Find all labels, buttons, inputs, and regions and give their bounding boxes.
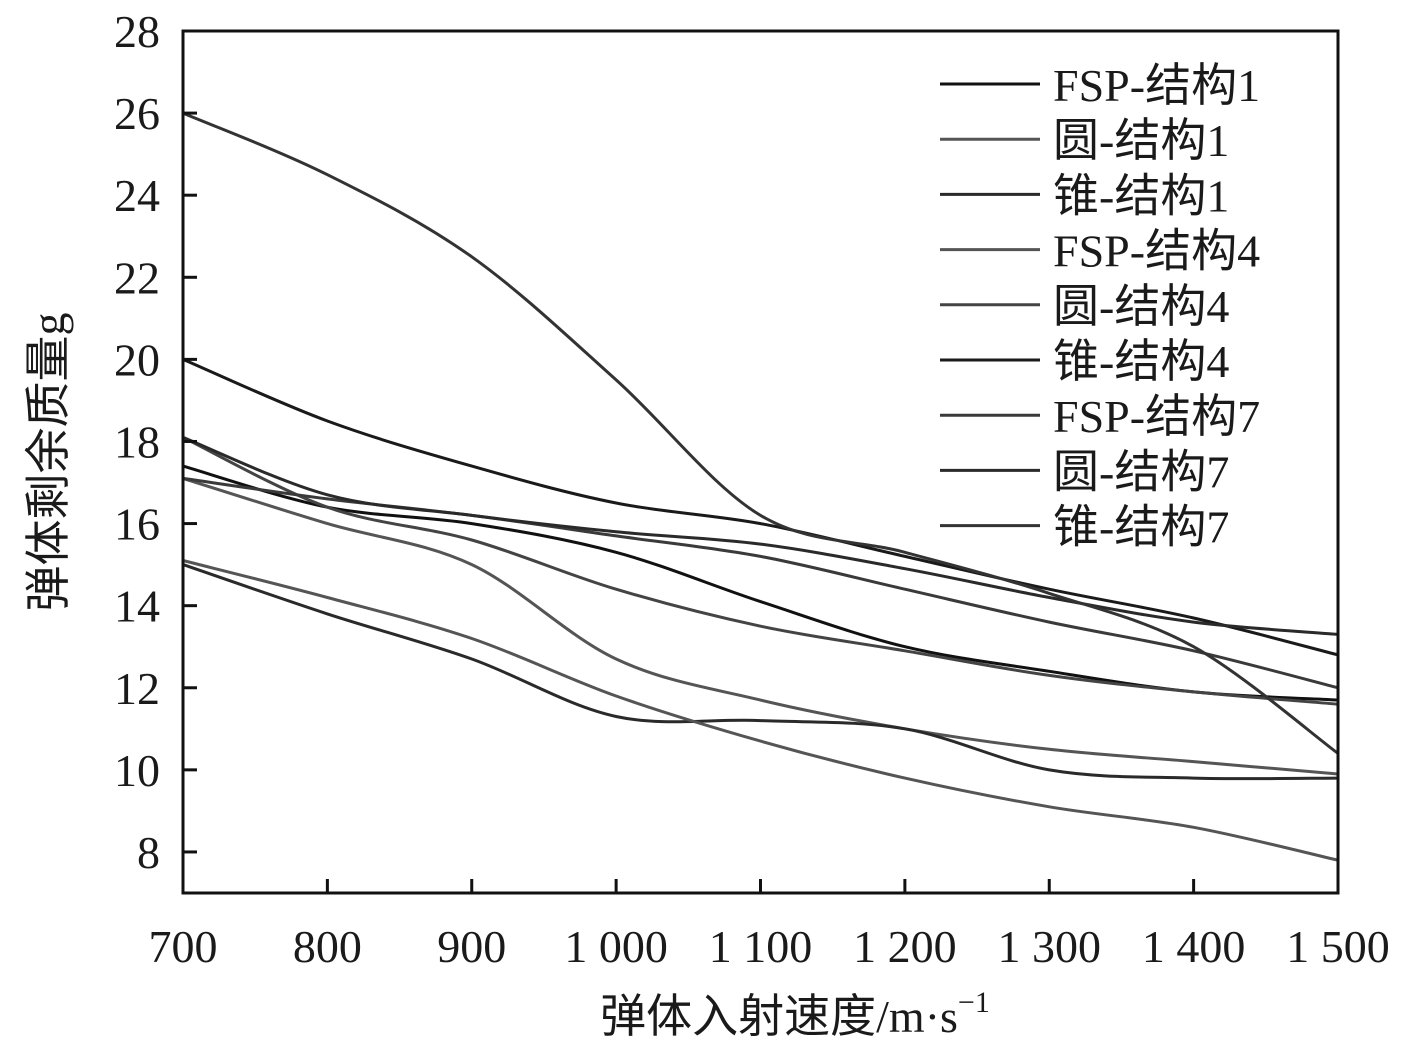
x-tick-label: 1 300 xyxy=(998,921,1102,972)
y-tick-label: 26 xyxy=(114,88,160,139)
y-tick-label: 22 xyxy=(114,252,160,303)
y-tick-label: 16 xyxy=(114,499,160,550)
legend-label: FSP-结构1 xyxy=(1053,60,1260,111)
x-axis-title: 弹体入射速度/m·s−1 xyxy=(600,986,990,1042)
legend-label: 圆-结构1 xyxy=(1053,115,1229,166)
x-tick-label: 800 xyxy=(293,921,362,972)
series-layer xyxy=(182,111,1339,862)
y-tick-label: 18 xyxy=(114,416,160,467)
x-tick-label: 1 400 xyxy=(1142,921,1246,972)
legend-label: 圆-结构7 xyxy=(1053,446,1229,497)
y-tick-label: 8 xyxy=(137,827,160,878)
series-line-9 xyxy=(182,111,1339,755)
series-line-5 xyxy=(182,436,1339,706)
series-line-4 xyxy=(182,559,1339,862)
y-tick-label: 10 xyxy=(114,745,160,796)
x-axis-title-text: 弹体入射速度/m·s xyxy=(600,991,958,1042)
series-line-3 xyxy=(182,563,1339,781)
legend-label: 锥-结构4 xyxy=(1053,336,1229,387)
series-line-2 xyxy=(182,476,1339,776)
x-tick-label: 1 100 xyxy=(709,921,813,972)
x-tick-label: 1 200 xyxy=(853,921,957,972)
x-tick-label: 1 000 xyxy=(564,921,668,972)
legend-label: 锥-结构7 xyxy=(1053,502,1229,553)
ticks-layer: 700 800 900 1 000 1 100 1 200 1 300 1 400 1 500 8… xyxy=(114,6,1390,972)
y-tick-label: 12 xyxy=(114,663,160,714)
x-axis-title-superscript: −1 xyxy=(958,986,990,1019)
legend-label: FSP-结构7 xyxy=(1053,391,1260,442)
legend-label: FSP-结构4 xyxy=(1053,226,1260,277)
legend: FSP-结构1圆-结构1锥-结构1FSP-结构4圆-结构4锥-结构4FSP-结构… xyxy=(940,60,1260,553)
y-axis-title: 弹体剩余质量g xyxy=(23,313,74,612)
y-tick-label: 28 xyxy=(114,6,160,57)
y-tick-label: 20 xyxy=(114,334,160,385)
x-tick-label: 700 xyxy=(149,921,218,972)
y-tick-label: 24 xyxy=(114,170,160,221)
y-tick-label: 14 xyxy=(114,581,160,632)
x-tick-label: 1 500 xyxy=(1286,921,1390,972)
series-line-6 xyxy=(182,358,1339,657)
legend-label: 锥-结构1 xyxy=(1053,170,1229,221)
series-line-8 xyxy=(182,436,1339,636)
legend-label: 圆-结构4 xyxy=(1053,281,1229,332)
x-tick-label: 900 xyxy=(437,921,506,972)
